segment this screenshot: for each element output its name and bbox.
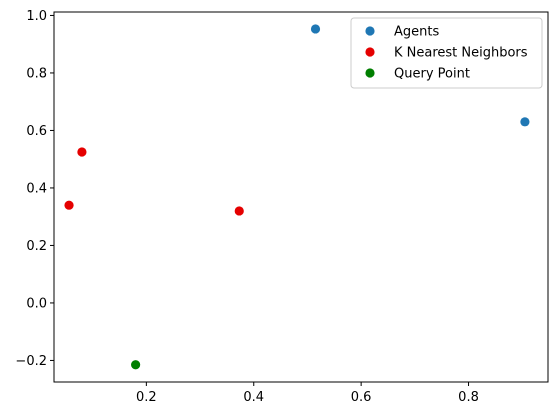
- point-query-point-0: [131, 360, 140, 369]
- y-tick-label: 0.4: [26, 181, 47, 196]
- x-tick-label: 0.4: [243, 390, 264, 405]
- legend: Agents K Nearest Neighbors Query Point: [351, 18, 542, 88]
- y-tick-label: 0.0: [26, 296, 47, 311]
- legend-label: Agents: [394, 25, 439, 40]
- point-k-nearest-neighbors-2: [235, 206, 244, 215]
- point-agents-0: [311, 24, 320, 33]
- point-agents-1: [520, 117, 529, 126]
- point-k-nearest-neighbors-1: [64, 201, 73, 210]
- x-tick-label: 0.6: [351, 390, 372, 405]
- point-k-nearest-neighbors-0: [77, 147, 86, 156]
- y-tick-label: 0.2: [26, 239, 47, 254]
- y-tick-label: 0.8: [26, 66, 47, 81]
- y-tick-label: 0.6: [26, 124, 47, 139]
- legend-marker-query-point: [365, 68, 374, 77]
- x-tick-label: 0.8: [458, 390, 479, 405]
- legend-label: Query Point: [394, 67, 470, 82]
- legend-label: K Nearest Neighbors: [394, 46, 528, 61]
- legend-marker-k-nearest-neighbors: [365, 47, 374, 56]
- x-tick-label: 0.2: [136, 390, 157, 405]
- y-tick-label: −0.2: [15, 354, 47, 369]
- y-tick-label: 1.0: [26, 9, 47, 24]
- legend-marker-agents: [365, 26, 374, 35]
